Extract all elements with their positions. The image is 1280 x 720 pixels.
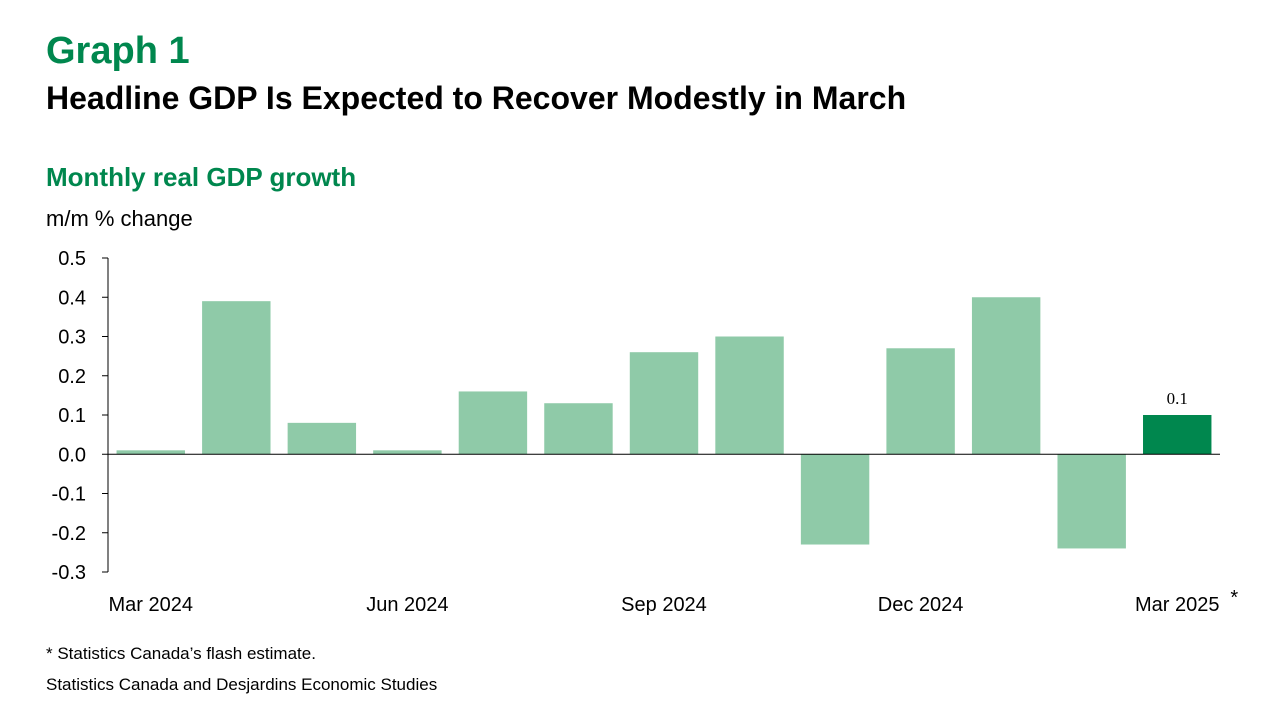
y-tick-label: 0.2: [58, 366, 86, 388]
y-tick-label: 0.3: [58, 327, 86, 349]
chart-headline: Headline GDP Is Expected to Recover Mode…: [46, 80, 907, 116]
bar: [971, 297, 1041, 455]
source-note: Statistics Canada and Desjardins Economi…: [46, 675, 438, 694]
bar: [629, 352, 699, 455]
y-tick-label: -0.3: [52, 562, 86, 584]
flash-estimate-marker: *: [1230, 587, 1238, 609]
bar: [202, 301, 271, 455]
bar: [544, 403, 613, 455]
x-tick-label: Sep 2024: [621, 594, 707, 616]
x-tick-label: Mar 2024: [109, 594, 194, 616]
x-tick-label: Mar 2025: [1135, 594, 1220, 616]
bar: [287, 422, 357, 455]
y-tick-label: 0.5: [58, 248, 86, 270]
bar-highlight: [1143, 415, 1212, 455]
y-tick-label: -0.2: [52, 523, 86, 545]
bar: [373, 450, 442, 455]
x-tick-label: Jun 2024: [366, 594, 448, 616]
data-label: 0.1: [1167, 389, 1188, 408]
y-tick-label: 0.4: [58, 287, 86, 309]
y-tick-label: -0.1: [52, 484, 86, 506]
chart-title: Monthly real GDP growth: [46, 162, 357, 192]
y-axis-label: m/m % change: [46, 206, 193, 231]
bar: [715, 336, 784, 455]
bar: [1057, 454, 1126, 549]
x-tick-label: Dec 2024: [878, 594, 964, 616]
bar: [458, 391, 528, 455]
bar: [116, 450, 185, 455]
graph-number-label: Graph 1: [46, 30, 190, 72]
footnote: * Statistics Canada’s flash estimate.: [46, 644, 316, 663]
bar: [886, 348, 955, 455]
y-tick-label: 0.0: [58, 444, 86, 466]
bar: [800, 454, 870, 545]
y-tick-label: 0.1: [58, 405, 86, 427]
